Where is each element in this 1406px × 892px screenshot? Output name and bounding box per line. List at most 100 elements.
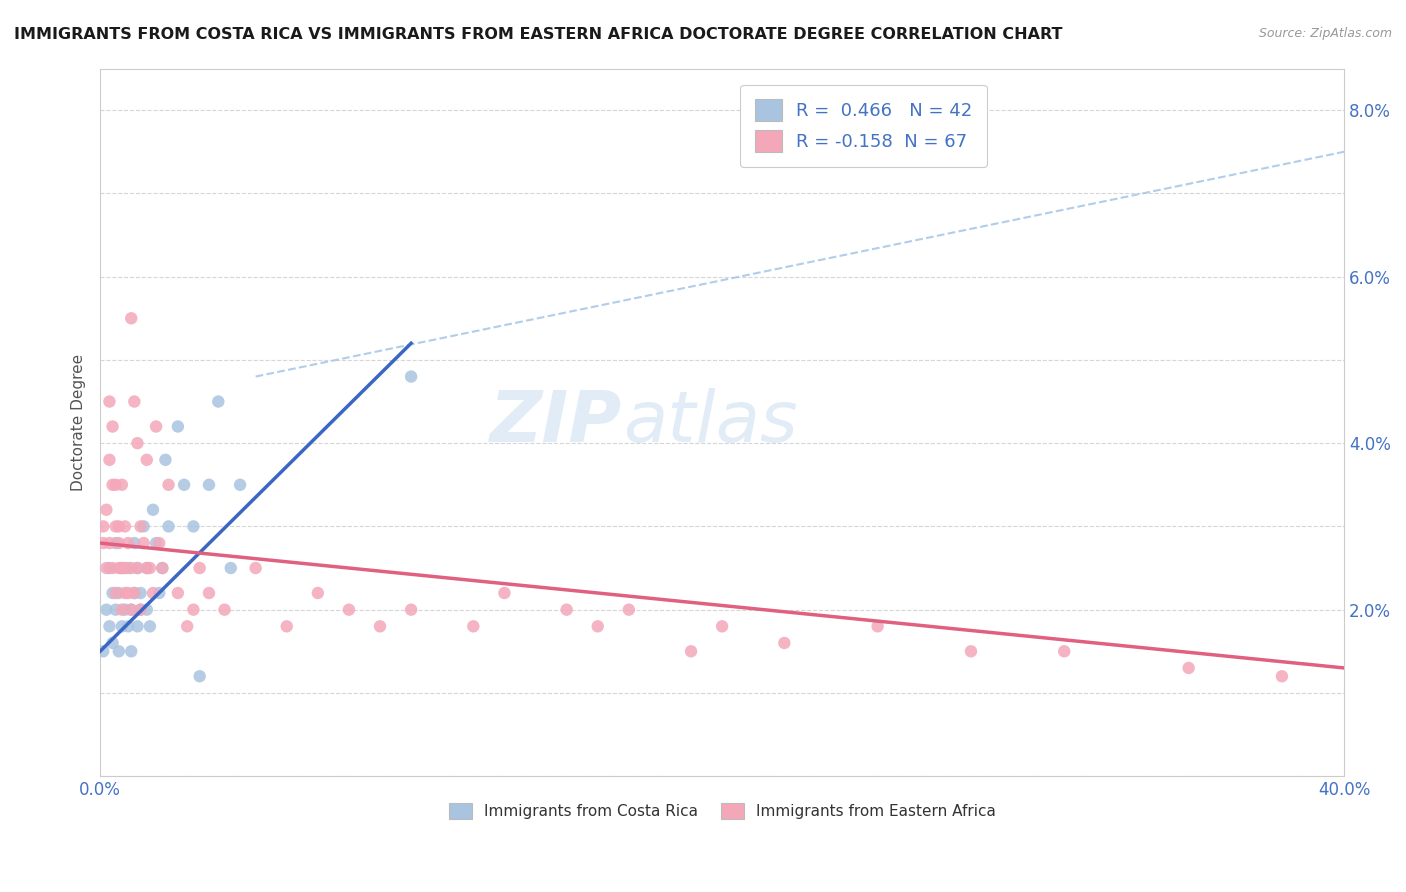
Point (139, 619, 162, 633)
Point (135, 561, 157, 575)
Legend: Immigrants from Costa Rica, Immigrants from Eastern Africa: Immigrants from Costa Rica, Immigrants f… (443, 797, 1002, 825)
Point (111, 602, 134, 616)
Point (276, 619, 298, 633)
Point (135, 561, 157, 575)
Point (124, 586, 146, 600)
Point (183, 602, 205, 616)
Point (124, 586, 146, 600)
Point (399, 369, 422, 384)
Point (111, 561, 134, 575)
Point (245, 561, 267, 575)
Point (107, 561, 129, 575)
Point (98, 561, 121, 575)
Text: Source: ZipAtlas.com: Source: ZipAtlas.com (1258, 27, 1392, 40)
Point (129, 602, 152, 616)
Point (167, 586, 190, 600)
Point (120, 311, 142, 326)
Point (586, 619, 609, 633)
Point (120, 602, 142, 616)
Point (101, 419, 124, 434)
Point (98, 394, 121, 409)
Point (114, 561, 136, 575)
Point (139, 561, 162, 575)
Point (117, 586, 139, 600)
Point (399, 602, 422, 616)
Point (127, 619, 149, 633)
Point (107, 586, 129, 600)
Point (111, 619, 134, 633)
Point (96, 602, 118, 616)
Point (135, 452, 157, 467)
Point (132, 519, 155, 533)
Point (96, 502, 118, 516)
Point (132, 536, 155, 550)
Point (229, 477, 252, 491)
Point (337, 602, 360, 616)
Point (91, 644, 114, 658)
Point (150, 561, 173, 575)
Point (188, 669, 211, 683)
Point (98, 536, 121, 550)
Point (129, 519, 152, 533)
Point (167, 419, 190, 434)
Point (711, 619, 734, 633)
Point (127, 561, 149, 575)
Point (117, 561, 139, 575)
Point (120, 561, 142, 575)
Point (101, 586, 124, 600)
Y-axis label: Doctorate Degree: Doctorate Degree (72, 354, 86, 491)
Point (198, 586, 221, 600)
Point (91, 536, 114, 550)
Point (494, 586, 516, 600)
Text: IMMIGRANTS FROM COSTA RICA VS IMMIGRANTS FROM EASTERN AFRICA DOCTORATE DEGREE CO: IMMIGRANTS FROM COSTA RICA VS IMMIGRANTS… (14, 27, 1063, 42)
Point (101, 477, 124, 491)
Point (101, 636, 124, 650)
Point (960, 644, 983, 658)
Point (129, 586, 152, 600)
Point (104, 477, 127, 491)
Point (114, 602, 136, 616)
Point (104, 602, 127, 616)
Point (463, 619, 485, 633)
Point (120, 602, 142, 616)
Point (157, 477, 180, 491)
Point (176, 619, 198, 633)
Point (188, 561, 211, 575)
Point (124, 536, 146, 550)
Text: ZIP: ZIP (491, 388, 623, 457)
Point (117, 536, 139, 550)
Point (107, 519, 129, 533)
Point (104, 519, 127, 533)
Point (98, 452, 121, 467)
Point (120, 644, 142, 658)
Point (114, 519, 136, 533)
Point (617, 602, 640, 616)
Point (368, 619, 391, 633)
Point (104, 586, 127, 600)
Point (129, 602, 152, 616)
Point (173, 477, 195, 491)
Point (866, 619, 889, 633)
Point (111, 561, 134, 575)
Point (114, 586, 136, 600)
Point (101, 561, 124, 575)
Point (111, 477, 134, 491)
Point (98, 619, 121, 633)
Point (1177, 661, 1199, 675)
Point (135, 602, 157, 616)
Point (96, 561, 118, 575)
Point (155, 452, 177, 467)
Point (124, 394, 146, 409)
Point (107, 644, 129, 658)
Point (219, 561, 242, 575)
Point (183, 519, 205, 533)
Point (148, 586, 170, 600)
Point (145, 536, 167, 550)
Point (142, 586, 165, 600)
Point (148, 536, 170, 550)
Point (142, 502, 165, 516)
Point (117, 619, 139, 633)
Point (1271, 669, 1294, 683)
Point (127, 436, 149, 450)
Point (91, 519, 114, 533)
